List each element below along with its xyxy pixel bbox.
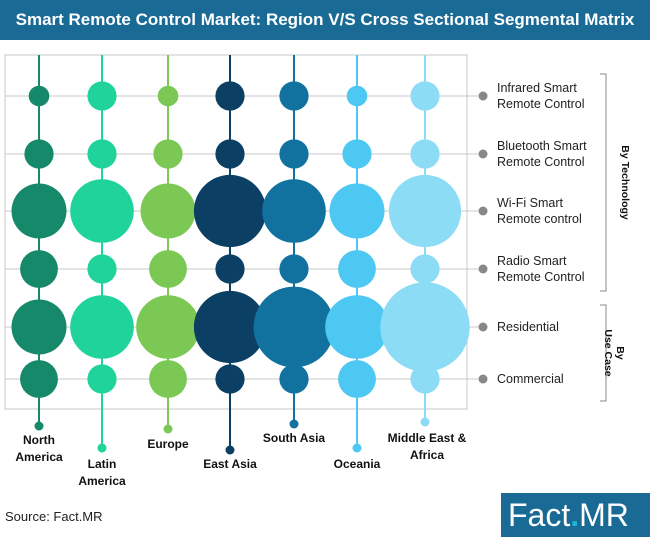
column-stem-dot: [97, 443, 107, 453]
column-stem-dot: [163, 424, 173, 434]
bubble: [215, 364, 245, 394]
bubbles-layer: [11, 81, 470, 398]
bubble: [279, 139, 309, 169]
bubble: [279, 254, 309, 284]
column-stem-dot: [420, 417, 430, 427]
bubble: [140, 183, 196, 239]
bubble: [338, 360, 376, 398]
bubble: [87, 364, 117, 394]
column-label: North America: [15, 433, 63, 464]
bubble: [70, 295, 134, 359]
row-label: Commercial: [497, 372, 564, 386]
bubble: [20, 360, 58, 398]
bubble: [215, 139, 245, 169]
bubble: [136, 295, 200, 359]
group-bracket: [600, 73, 607, 292]
column-label: Middle East & Africa: [388, 431, 467, 462]
bubble: [153, 139, 183, 169]
bubble: [24, 139, 54, 169]
row-label: Infrared Smart Remote Control: [497, 81, 585, 111]
group-bracket: [600, 304, 607, 402]
bubble: [28, 85, 50, 107]
bubble: [215, 81, 245, 111]
bubble: [380, 282, 470, 372]
bubble: [20, 250, 58, 288]
bubble: [262, 179, 326, 243]
bubble: [149, 360, 187, 398]
bubble: [157, 85, 179, 107]
bubble: [87, 254, 117, 284]
row-marker-dot: [478, 264, 488, 274]
column-label: South Asia: [263, 431, 326, 445]
bubble: [11, 183, 67, 239]
col-labels-layer: North America Latin America Europe East Asia S…: [15, 431, 466, 488]
column-stem-dot: [289, 419, 299, 429]
logo-text-mr: MR: [579, 497, 629, 533]
bubble: [193, 174, 267, 248]
bubble: [253, 286, 335, 368]
row-label: Bluetooth Smart Remote Control: [497, 139, 587, 169]
row-marker-dot: [478, 322, 488, 332]
logo-text-fact: Fact: [508, 497, 571, 533]
bubble: [410, 254, 440, 284]
bubble: [329, 183, 385, 239]
source-note: Source: Fact.MR: [5, 509, 103, 524]
bubble: [325, 295, 389, 359]
bubble: [338, 250, 376, 288]
column-label: Oceania: [334, 457, 381, 471]
group-label: ByUse Case: [602, 329, 626, 376]
bubble: [279, 81, 309, 111]
row-marker-dot: [478, 91, 488, 101]
column-label: Latin America: [78, 457, 126, 488]
column-label: Europe: [147, 437, 189, 451]
row-marker-dot: [478, 149, 488, 159]
column-stem-dot: [225, 445, 235, 455]
logo-text-dot: .: [570, 497, 580, 533]
row-label: Radio Smart Remote Control: [497, 254, 585, 284]
bubble: [410, 364, 440, 394]
row-labels-layer: Infrared Smart Remote Control Bluetooth Sm…: [497, 81, 587, 386]
bubble: [87, 81, 117, 111]
bubble: [87, 139, 117, 169]
bubble: [215, 254, 245, 284]
row-marker-dot: [478, 374, 488, 384]
chart-title: Smart Remote Control Market: Region V/S …: [0, 0, 650, 40]
plot-frame: [4, 54, 468, 410]
column-stem-dot: [352, 443, 362, 453]
bubble: [388, 174, 462, 248]
column-label: East Asia: [203, 457, 257, 471]
bubble: [193, 290, 267, 364]
column-stem-dot: [34, 421, 44, 431]
bubble: [70, 179, 134, 243]
row-label: Wi-Fi Smart Remote control: [497, 196, 582, 226]
bubble: [11, 299, 67, 355]
bubble: [342, 139, 372, 169]
bubble: [346, 85, 368, 107]
row-marker-dot: [478, 206, 488, 216]
bubble: [279, 364, 309, 394]
groups-layer: By Technology ByUse Case: [600, 73, 631, 402]
bubble: [149, 250, 187, 288]
group-label: By Technology: [619, 145, 631, 220]
bubble: [410, 139, 440, 169]
row-label: Residential: [497, 320, 559, 334]
bubble-matrix-chart: Infrared Smart Remote Control Bluetooth Sm…: [4, 54, 631, 488]
factmr-logo: Fact.MR: [501, 493, 650, 537]
bubble: [410, 81, 440, 111]
